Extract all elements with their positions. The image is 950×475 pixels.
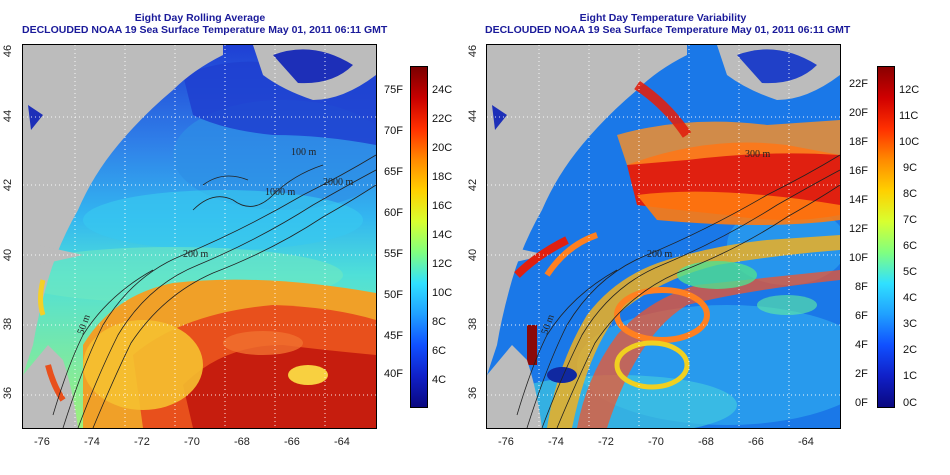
- right-panel: Eight Day Temperature Variability DECLOU…: [467, 0, 950, 475]
- left-panel: Eight Day Rolling Average DECLOUDED NOAA…: [2, 12, 453, 448]
- contour-label: 100 m: [291, 147, 317, 158]
- x-tick-label: -70: [648, 436, 664, 448]
- left-colorbar: [410, 66, 428, 408]
- colorbar-label: 45F: [384, 330, 403, 342]
- x-tick-label: -76: [34, 436, 50, 448]
- y-tick-label: 38: [467, 317, 480, 331]
- colorbar-label: 20F: [849, 107, 868, 119]
- x-tick-label: -72: [134, 436, 150, 448]
- x-tick-label: -68: [698, 436, 714, 448]
- colorbar-label: 8C: [432, 316, 447, 328]
- colorbar-label: 10C: [899, 136, 920, 148]
- y-tick-label: 44: [467, 109, 480, 123]
- colorbar-label: 60F: [384, 207, 403, 219]
- colorbar-label: 6F: [855, 310, 868, 322]
- y-tick-label: 36: [467, 386, 480, 400]
- left-sst-map-image: 100 m 2000 m 200 m 50 m 1000 m: [23, 45, 376, 428]
- y-tick-label: 36: [2, 386, 15, 400]
- colorbar-label: 75F: [384, 84, 403, 96]
- contour-label: 1000 m: [265, 187, 296, 198]
- contour-label: 2000 m: [323, 177, 354, 188]
- left-title-2: DECLOUDED NOAA 19 Sea Surface Temperatur…: [22, 24, 388, 36]
- colorbar-label: 7C: [903, 214, 918, 226]
- contour-label: 300 m: [745, 149, 771, 160]
- colorbar-label: 11C: [899, 110, 919, 122]
- x-tick-label: -68: [234, 436, 250, 448]
- colorbar-label: 40F: [384, 368, 403, 380]
- contour-label: 200 m: [183, 249, 209, 260]
- colorbar-label: 65F: [384, 166, 403, 178]
- left-map[interactable]: 100 m 2000 m 200 m 50 m 1000 m: [22, 44, 377, 429]
- colorbar-label: 22F: [849, 78, 868, 90]
- right-title-2: DECLOUDED NOAA 19 Sea Surface Temperatur…: [485, 24, 851, 36]
- x-tick-label: -74: [84, 436, 100, 448]
- x-tick-label: -66: [284, 436, 300, 448]
- left-title-1: Eight Day Rolling Average: [134, 12, 266, 24]
- x-tick-label: -72: [598, 436, 614, 448]
- colorbar-label: 6C: [903, 240, 918, 252]
- x-tick-label: -64: [798, 436, 814, 448]
- y-tick-label: 46: [2, 44, 15, 58]
- x-tick-label: -74: [548, 436, 564, 448]
- x-tick-label: -70: [184, 436, 200, 448]
- colorbar-label: 12F: [849, 223, 868, 235]
- colorbar-label: 50F: [384, 289, 403, 301]
- y-tick-label: 44: [2, 109, 15, 123]
- right-map[interactable]: 200 m 300 m 50 m: [486, 44, 841, 429]
- colorbar-label: 8F: [855, 281, 868, 293]
- colorbar-label: 16F: [849, 165, 868, 177]
- y-tick-label: 42: [2, 178, 15, 192]
- colorbar-label: 18F: [849, 136, 868, 148]
- colorbar-label: 4C: [432, 374, 447, 386]
- colorbar-label: 18C: [432, 171, 453, 183]
- colorbar-label: 70F: [384, 125, 403, 137]
- colorbar-label: 2F: [855, 368, 868, 380]
- colorbar-label: 5C: [903, 266, 918, 278]
- x-tick-label: -64: [334, 436, 350, 448]
- right-colorbar: [877, 66, 895, 408]
- y-tick-label: 42: [467, 178, 480, 192]
- colorbar-label: 55F: [384, 248, 403, 260]
- colorbar-label: 14C: [432, 229, 453, 241]
- y-tick-label: 46: [467, 44, 480, 58]
- colorbar-label: 14F: [849, 194, 868, 206]
- colorbar-label: 4F: [855, 339, 868, 351]
- y-tick-label: 40: [2, 248, 15, 262]
- colorbar-label: 8C: [903, 188, 918, 200]
- colorbar-label: 10F: [849, 252, 868, 264]
- colorbar-label: 0F: [855, 397, 868, 409]
- right-title-1: Eight Day Temperature Variability: [579, 12, 747, 24]
- x-tick-label: -76: [498, 436, 514, 448]
- y-tick-label: 38: [2, 317, 15, 331]
- colorbar-label: 4C: [903, 292, 918, 304]
- colorbar-label: 22C: [432, 113, 453, 125]
- colorbar-label: 24C: [432, 84, 453, 96]
- colorbar-label: 2C: [903, 344, 918, 356]
- colorbar-label: 20C: [432, 142, 453, 154]
- colorbar-label: 16C: [432, 200, 453, 212]
- x-tick-label: -66: [748, 436, 764, 448]
- colorbar-label: 10C: [432, 287, 453, 299]
- contour-label: 200 m: [647, 249, 673, 260]
- colorbar-label: 3C: [903, 318, 918, 330]
- colorbar-label: 0C: [903, 397, 918, 409]
- colorbar-label: 12C: [432, 258, 453, 270]
- right-variability-map-image: 200 m 300 m 50 m: [487, 45, 840, 428]
- colorbar-label: 12C: [899, 84, 920, 96]
- colorbar-label: 1C: [903, 370, 918, 382]
- colorbar-label: 9C: [903, 162, 918, 174]
- colorbar-label: 6C: [432, 345, 447, 357]
- y-tick-label: 40: [467, 248, 480, 262]
